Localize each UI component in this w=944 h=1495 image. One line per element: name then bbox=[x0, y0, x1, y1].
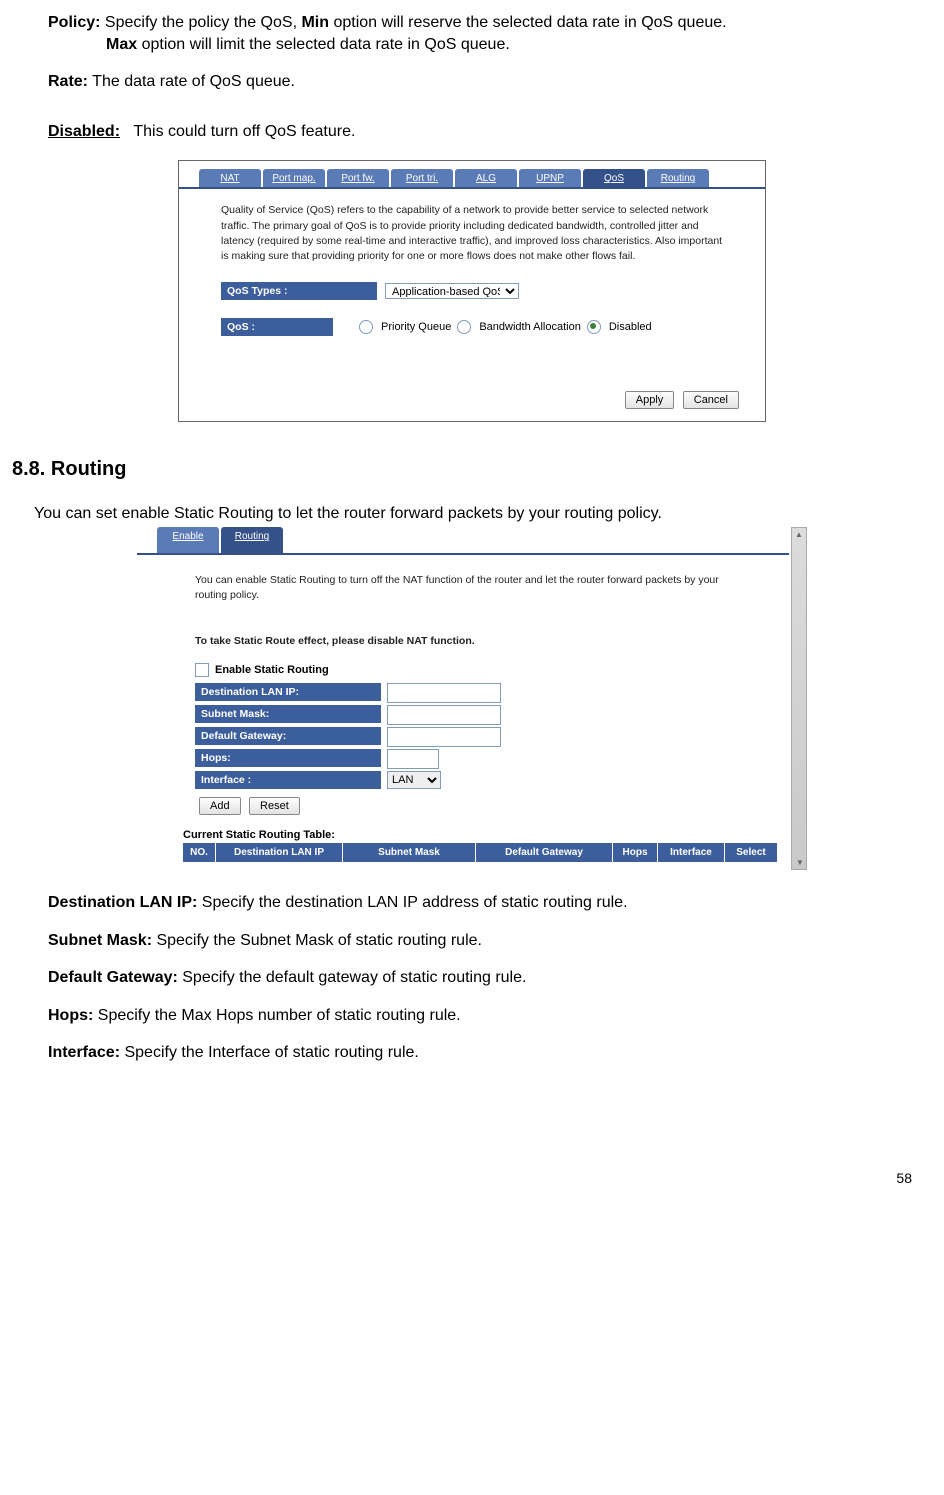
qos-tabs: NAT Port map. Port fw. Port tri. ALG UPN… bbox=[179, 161, 765, 189]
qos-mode-label: QoS : bbox=[221, 318, 333, 336]
scrollbar[interactable] bbox=[791, 527, 807, 870]
enable-row: Enable Static Routing bbox=[137, 649, 789, 681]
hops-input[interactable] bbox=[387, 749, 439, 769]
tab-porttri[interactable]: Port tri. bbox=[391, 169, 453, 187]
col-iface: Interface bbox=[658, 843, 725, 862]
def-hops-label: Hops: bbox=[48, 1007, 93, 1024]
qos-types-select[interactable]: Application-based QoS bbox=[385, 283, 519, 299]
enable-checkbox[interactable] bbox=[195, 663, 209, 677]
col-no: NO. bbox=[183, 843, 216, 862]
routing-desc: You can enable Static Routing to turn of… bbox=[137, 555, 789, 603]
disabled-label: Disabled: bbox=[48, 123, 120, 140]
routing-warn: To take Static Route effect, please disa… bbox=[137, 616, 789, 649]
dest-input[interactable] bbox=[387, 683, 501, 703]
reset-button[interactable]: Reset bbox=[249, 797, 300, 815]
def-iface: Interface: Specify the Interface of stat… bbox=[48, 1042, 936, 1064]
tab-portfw[interactable]: Port fw. bbox=[327, 169, 389, 187]
def-mask-text: Specify the Subnet Mask of static routin… bbox=[152, 932, 482, 949]
col-gw: Default Gateway bbox=[476, 843, 613, 862]
radio-priority[interactable] bbox=[359, 320, 373, 334]
rate-paragraph: Rate: The data rate of QoS queue. bbox=[48, 71, 936, 93]
add-button[interactable]: Add bbox=[199, 797, 241, 815]
qos-types-row: QoS Types : Application-based QoS bbox=[179, 282, 765, 300]
policy-text3: option will limit the selected data rate… bbox=[137, 36, 510, 53]
def-dest: Destination LAN IP: Specify the destinat… bbox=[48, 892, 936, 914]
def-gw-text: Specify the default gateway of static ro… bbox=[178, 969, 527, 986]
enable-label: Enable Static Routing bbox=[215, 664, 329, 676]
section-intro: You can set enable Static Routing to let… bbox=[34, 505, 936, 523]
def-mask: Subnet Mask: Specify the Subnet Mask of … bbox=[48, 930, 936, 952]
policy-min: Min bbox=[301, 14, 329, 31]
def-hops: Hops: Specify the Max Hops number of sta… bbox=[48, 1005, 936, 1027]
def-gw-label: Default Gateway: bbox=[48, 969, 178, 986]
col-hops: Hops bbox=[613, 843, 658, 862]
qos-mode-row: QoS : Priority Queue Bandwidth Allocatio… bbox=[179, 318, 765, 336]
iface-label: Interface : bbox=[195, 771, 381, 789]
hops-label: Hops: bbox=[195, 749, 381, 767]
gw-input[interactable] bbox=[387, 727, 501, 747]
disabled-text: This could turn off QoS feature. bbox=[133, 123, 355, 140]
policy-text1: Specify the policy the QoS, bbox=[100, 14, 301, 31]
radio-disabled-label: Disabled bbox=[609, 321, 652, 333]
tab-alg[interactable]: ALG bbox=[455, 169, 517, 187]
radio-bandwidth-label: Bandwidth Allocation bbox=[479, 321, 581, 333]
routing-buttons: Add Reset bbox=[137, 790, 789, 815]
cancel-button[interactable]: Cancel bbox=[683, 391, 739, 409]
col-select: Select bbox=[725, 843, 778, 862]
def-dest-label: Destination LAN IP: bbox=[48, 894, 197, 911]
qos-radios: Priority Queue Bandwidth Allocation Disa… bbox=[359, 320, 652, 334]
iface-select[interactable]: LAN bbox=[387, 771, 441, 789]
routing-table-title: Current Static Routing Table: bbox=[137, 815, 789, 843]
policy-text2: option will reserve the selected data ra… bbox=[329, 14, 727, 31]
def-dest-text: Specify the destination LAN IP address o… bbox=[197, 894, 627, 911]
qos-screenshot: NAT Port map. Port fw. Port tri. ALG UPN… bbox=[178, 160, 766, 422]
routing-table-header: NO. Destination LAN IP Subnet Mask Defau… bbox=[183, 843, 789, 862]
mask-label: Subnet Mask: bbox=[195, 705, 381, 723]
disabled-paragraph: Disabled: This could turn off QoS featur… bbox=[48, 121, 936, 143]
mask-input[interactable] bbox=[387, 705, 501, 725]
tab-enable[interactable]: Enable bbox=[157, 527, 219, 553]
def-iface-label: Interface: bbox=[48, 1044, 120, 1061]
tab-routing2[interactable]: Routing bbox=[221, 527, 283, 553]
policy-label: Policy: bbox=[48, 14, 100, 31]
radio-priority-label: Priority Queue bbox=[381, 321, 451, 333]
tab-upnp[interactable]: UPNP bbox=[519, 169, 581, 187]
qos-buttons: Apply Cancel bbox=[179, 336, 765, 421]
apply-button[interactable]: Apply bbox=[625, 391, 675, 409]
policy-line2: Max option will limit the selected data … bbox=[48, 36, 510, 53]
def-iface-text: Specify the Interface of static routing … bbox=[120, 1044, 419, 1061]
def-hops-text: Specify the Max Hops number of static ro… bbox=[93, 1007, 460, 1024]
radio-disabled[interactable] bbox=[587, 320, 601, 334]
qos-description: Quality of Service (QoS) refers to the c… bbox=[179, 189, 765, 264]
routing-tabs: Enable Routing bbox=[137, 527, 789, 555]
page-number: 58 bbox=[8, 1080, 936, 1186]
routing-screenshot-wrap: Enable Routing You can enable Static Rou… bbox=[137, 527, 807, 870]
def-mask-label: Subnet Mask: bbox=[48, 932, 152, 949]
policy-paragraph: Policy: Specify the policy the QoS, Min … bbox=[48, 12, 936, 55]
qos-types-label: QoS Types : bbox=[221, 282, 377, 300]
def-gw: Default Gateway: Specify the default gat… bbox=[48, 967, 936, 989]
rate-label: Rate: bbox=[48, 73, 88, 90]
col-dest: Destination LAN IP bbox=[216, 843, 343, 862]
section-heading: 8.8. Routing bbox=[12, 458, 936, 481]
tab-portmap[interactable]: Port map. bbox=[263, 169, 325, 187]
tab-qos[interactable]: QoS bbox=[583, 169, 645, 187]
rate-text: The data rate of QoS queue. bbox=[88, 73, 295, 90]
col-mask: Subnet Mask bbox=[343, 843, 476, 862]
radio-bandwidth[interactable] bbox=[457, 320, 471, 334]
tab-nat[interactable]: NAT bbox=[199, 169, 261, 187]
tab-routing[interactable]: Routing bbox=[647, 169, 709, 187]
policy-max: Max bbox=[106, 36, 137, 53]
gw-label: Default Gateway: bbox=[195, 727, 381, 745]
routing-screenshot: Enable Routing You can enable Static Rou… bbox=[137, 527, 789, 870]
dest-label: Destination LAN IP: bbox=[195, 683, 381, 701]
